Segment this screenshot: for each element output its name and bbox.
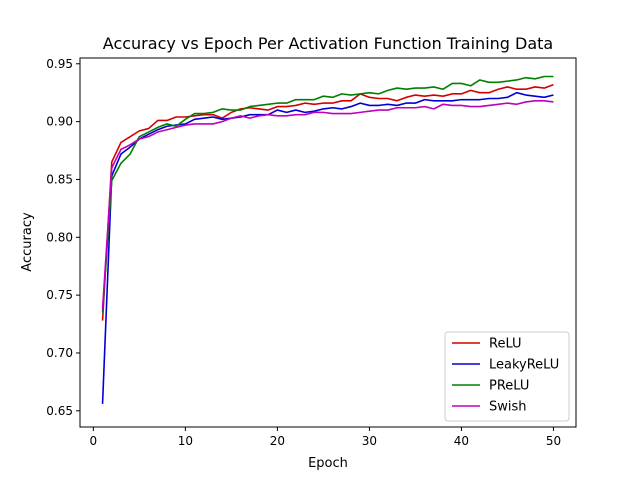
- legend-label-1: LeakyReLU: [489, 358, 559, 373]
- x-axis-label: Epoch: [308, 456, 348, 471]
- x-tick-label: 20: [270, 434, 285, 448]
- x-tick-label: 10: [178, 434, 193, 448]
- y-tick-label: 0.70: [46, 346, 73, 360]
- series-line-2: [101, 75, 554, 313]
- x-tick-label: 0: [90, 434, 98, 448]
- y-tick-label: 0.85: [46, 172, 73, 186]
- legend-label-2: PReLU: [489, 379, 529, 394]
- legend-label-0: ReLU: [489, 337, 522, 352]
- y-axis-label: Accuracy: [20, 212, 35, 272]
- y-tick-label: 0.90: [46, 115, 73, 129]
- series-line-0: [101, 83, 554, 321]
- x-tick-label: 50: [546, 434, 561, 448]
- legend-label-3: Swish: [489, 400, 527, 415]
- y-tick-label: 0.95: [46, 57, 73, 71]
- y-tick-label: 0.75: [46, 288, 73, 302]
- y-axis: 0.65 0.70 0.75 0.80 0.85 0.90 0.95: [46, 57, 80, 418]
- x-tick-label: 40: [454, 434, 469, 448]
- legend-box: [444, 331, 570, 422]
- y-tick-label: 0.80: [46, 230, 73, 244]
- chart-title: Accuracy vs Epoch Per Activation Functio…: [103, 34, 553, 53]
- plot-lines: [101, 75, 554, 404]
- y-tick-label: 0.65: [46, 404, 73, 418]
- legend: ReLU LeakyReLU PReLU Swish: [444, 331, 570, 422]
- series-line-3: [101, 100, 554, 310]
- x-tick-label: 30: [362, 434, 377, 448]
- x-axis: 0 10 20 30 40 50: [90, 427, 561, 448]
- plot-frame: [79, 57, 577, 428]
